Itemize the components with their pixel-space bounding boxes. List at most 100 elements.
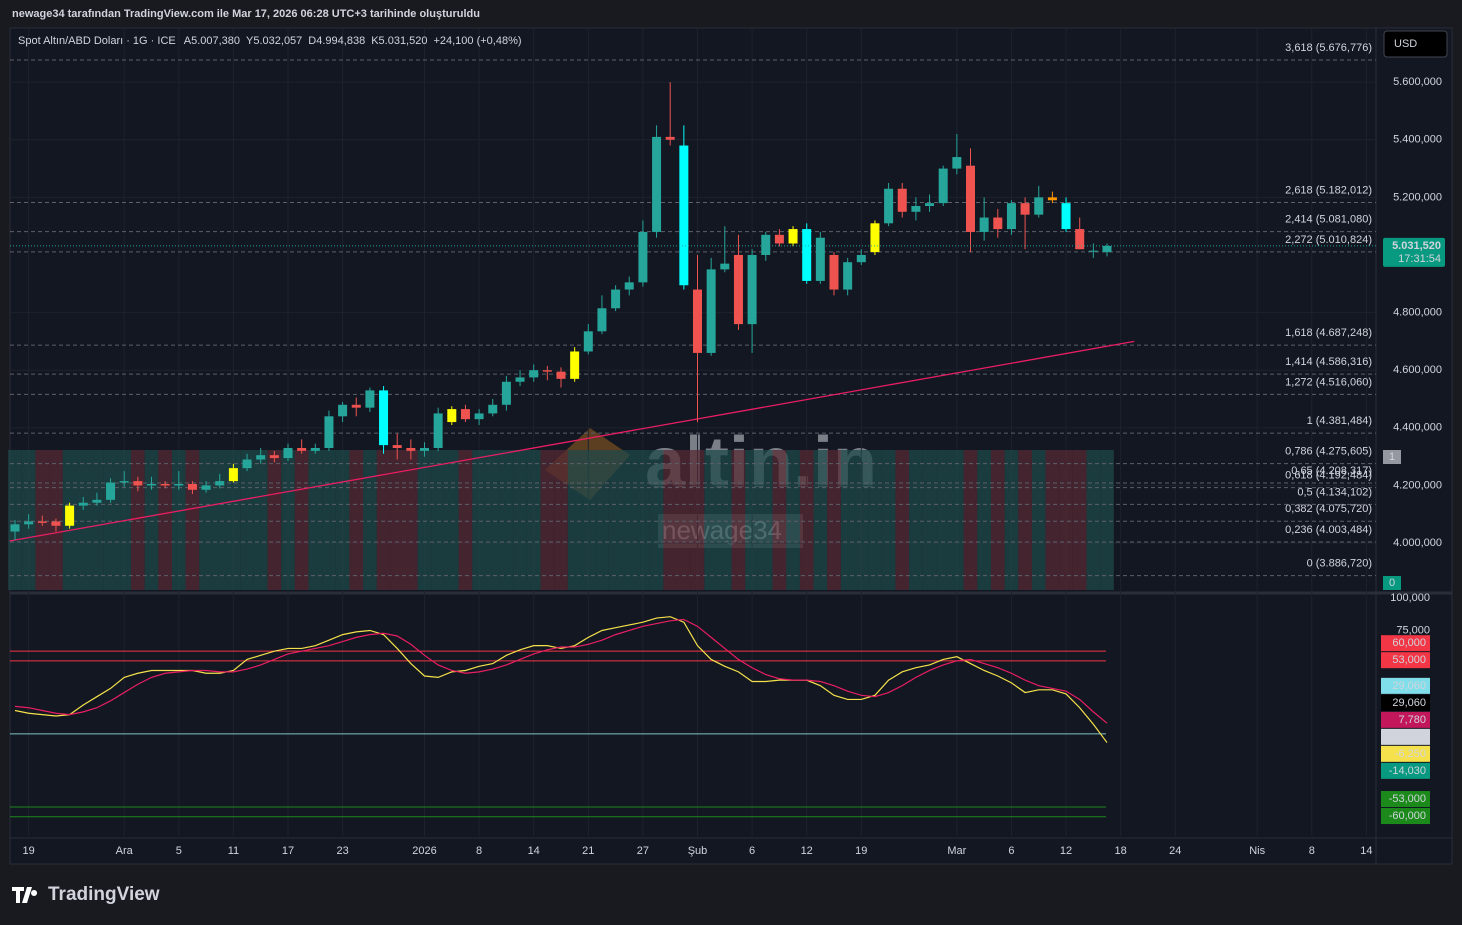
candle-body: [447, 409, 457, 423]
candle-body: [133, 481, 143, 486]
session-column: [881, 450, 896, 590]
candle-body: [706, 269, 716, 353]
session-column: [526, 450, 541, 590]
candle-body: [92, 499, 102, 503]
candle-body: [338, 404, 348, 417]
session-column: [977, 450, 991, 590]
osc-badge: [1381, 711, 1430, 728]
candle-body: [433, 413, 443, 448]
session-column: [458, 450, 473, 590]
candle-body: [693, 289, 702, 353]
candle-body: [774, 234, 784, 244]
session-column: [226, 450, 241, 590]
candle-body: [815, 237, 825, 281]
osc-badge: [1381, 694, 1430, 711]
candle-body: [119, 481, 129, 483]
session-column: [349, 450, 364, 590]
session-column: [1086, 450, 1101, 590]
session-column: [922, 450, 937, 590]
y-tick-label: 4.000,000: [1393, 537, 1442, 549]
candle-body: [147, 483, 156, 486]
session-column: [499, 450, 514, 590]
candle-body: [283, 447, 293, 459]
candle-body: [392, 445, 402, 448]
session-column: [322, 450, 336, 590]
brand: TradingView: [48, 884, 160, 905]
session-column: [936, 450, 951, 590]
x-tick-label: 12: [1060, 845, 1072, 857]
candle-body: [1075, 229, 1085, 250]
candle-body: [938, 168, 948, 204]
x-tick-label: 21: [582, 845, 594, 857]
candle-body: [802, 229, 812, 281]
candle-body: [843, 262, 853, 290]
legend-value: 4.994,838: [316, 35, 365, 47]
candle-body: [638, 231, 648, 283]
candle-body: [747, 254, 757, 325]
x-tick-label: 14: [528, 845, 540, 857]
session-column: [1059, 450, 1073, 590]
session-column: [813, 450, 828, 590]
osc-badge: [1381, 791, 1430, 808]
session-column: [185, 450, 200, 590]
x-tick-label: 8: [476, 845, 482, 857]
session-column: [144, 450, 159, 590]
candle-body: [379, 390, 389, 446]
osc-tick-label: 100,000: [1390, 592, 1430, 604]
candle-body: [993, 217, 1003, 230]
session-column: [485, 450, 500, 590]
countdown: 17:31:54: [1398, 253, 1441, 265]
candle-body: [979, 217, 989, 232]
candle-body: [501, 381, 511, 405]
fib-label: 0 (3.886,720): [1307, 558, 1372, 570]
candle-body: [460, 409, 470, 420]
session-column: [990, 450, 1005, 590]
candle-body: [761, 234, 771, 255]
currency-button[interactable]: USD: [1383, 30, 1448, 58]
session-column: [376, 450, 391, 590]
y-tick-label: 4.200,000: [1393, 479, 1442, 491]
osc-badge-label: 60,000: [1392, 637, 1426, 649]
candle-body: [1102, 245, 1112, 253]
symbol: Spot Altın/ABD Doları · 1G · ICE: [18, 35, 176, 47]
candle-body: [174, 483, 184, 486]
session-column: [717, 450, 732, 590]
candle-body: [256, 455, 266, 460]
candle-body: [952, 157, 962, 169]
fib-label: 1,618 (4.687,248): [1285, 327, 1372, 339]
session-column: [663, 450, 678, 590]
candle-body: [1061, 203, 1071, 230]
candle-body: [10, 524, 20, 532]
session-column: [8, 450, 22, 590]
last-price-badge: [1383, 237, 1445, 267]
candle-body: [324, 416, 334, 448]
candle-body: [897, 188, 907, 212]
pane-label-box: [1383, 450, 1401, 464]
currency-box[interactable]: [1383, 30, 1448, 58]
candle-body: [215, 481, 225, 486]
candle-body: [529, 370, 539, 378]
session-column: [90, 450, 104, 590]
legend-key: Y: [246, 35, 254, 47]
osc-badge-label: -6,250: [1395, 748, 1426, 760]
change: +24,100 (+0,48%): [433, 35, 521, 47]
session-column: [636, 450, 650, 590]
session-column: [950, 450, 964, 590]
x-tick-label: 27: [637, 845, 649, 857]
candle-body: [201, 485, 211, 490]
session-column: [581, 450, 596, 590]
candle-body: [665, 136, 675, 140]
session-column: [786, 450, 800, 590]
session-column: [854, 450, 869, 590]
candle-body: [611, 289, 621, 309]
session-column: [909, 450, 923, 590]
osc-badge-label: 53,000: [1392, 654, 1426, 666]
x-tick-label: 18: [1115, 845, 1127, 857]
currency[interactable]: USD: [1394, 38, 1417, 50]
candle-body: [406, 447, 416, 451]
session-column: [677, 450, 691, 590]
x-tick-label: 8: [1309, 845, 1315, 857]
session-column: [1031, 450, 1046, 590]
header: newage34 tarafından TradingView.com ile …: [12, 8, 480, 20]
